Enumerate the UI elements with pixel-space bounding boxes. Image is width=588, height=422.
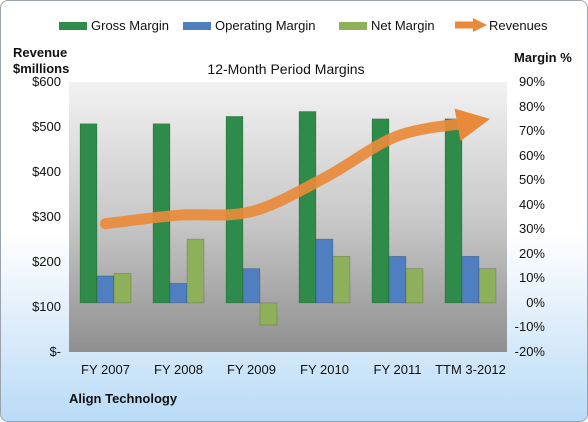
- bar-layer: [79, 111, 497, 326]
- y-left-tick-label: $100: [32, 299, 61, 314]
- legend-swatch-gross: [59, 22, 87, 30]
- bar-net-margin: [332, 255, 351, 304]
- y-right-tick-label: 20%: [518, 245, 545, 261]
- x-tick-label: FY 2008: [154, 362, 203, 377]
- bar-gross-margin: [371, 118, 390, 304]
- revenue-line: [100, 108, 490, 230]
- y-left-tick-label: $400: [32, 164, 61, 179]
- y-right-tick-label: -10%: [514, 319, 545, 335]
- company-name: Align Technology: [69, 391, 178, 406]
- y-right-tick-label: -20%: [514, 344, 545, 359]
- y-right-tick-label: 80%: [518, 98, 545, 114]
- y-left-tick-label: $300: [32, 209, 61, 224]
- bar-operating-margin: [169, 282, 188, 304]
- bar-operating-margin: [96, 275, 115, 304]
- y-right-tick-label: 0%: [526, 294, 545, 310]
- y-left-tick-label: $600: [32, 74, 61, 89]
- y-left-tick-label: $500: [32, 119, 61, 134]
- y-left-label-line2: $millions: [13, 61, 70, 76]
- bar-gross-margin: [79, 123, 98, 304]
- x-tick-label: FY 2011: [373, 362, 422, 377]
- bar-net-margin: [259, 302, 278, 326]
- legend-net-margin: Net Margin: [371, 18, 435, 33]
- chart-title: 12-Month Period Margins: [207, 61, 365, 77]
- y-right-tick-label: 10%: [518, 270, 545, 286]
- y-right-tick-label: 90%: [518, 74, 545, 89]
- y-right-tick-label: 50%: [518, 172, 545, 188]
- legend-revenues: Revenues: [489, 18, 548, 33]
- bar-operating-margin: [388, 255, 407, 304]
- y-left-tick-label: $-: [49, 344, 61, 359]
- bar-operating-margin: [242, 268, 261, 304]
- x-tick-label: TTM 3-2012: [435, 362, 506, 377]
- x-tick-label: FY 2009: [227, 362, 276, 377]
- y-right-label: Margin %: [514, 50, 572, 65]
- bar-gross-margin: [298, 111, 317, 304]
- legend-swatch-operating: [183, 22, 211, 30]
- y-left-label-line1: Revenue: [13, 45, 68, 60]
- y-right-tick-label: 30%: [518, 221, 545, 237]
- legend-gross-margin: Gross Margin: [91, 18, 170, 33]
- y-right-tick-label: 40%: [518, 196, 545, 212]
- bar-net-margin: [113, 273, 132, 304]
- bar-operating-margin: [461, 255, 480, 304]
- bar-net-margin: [186, 238, 205, 304]
- bar-net-margin: [478, 268, 497, 304]
- legend-operating-margin: Operating Margin: [215, 18, 316, 33]
- bar-gross-margin: [444, 118, 463, 304]
- legend-swatch-revenues: [455, 18, 487, 32]
- x-tick-label: FY 2010: [300, 362, 349, 377]
- y-right-tick-label: 60%: [518, 147, 545, 163]
- legend-swatch-net: [339, 22, 367, 30]
- revenue-line-layer: [100, 108, 490, 230]
- bar-net-margin: [405, 268, 424, 304]
- x-tick-label: FY 2007: [81, 362, 130, 377]
- bar-operating-margin: [315, 238, 334, 304]
- y-right-tick-label: 70%: [518, 123, 545, 139]
- y-left-tick-label: $200: [32, 254, 61, 269]
